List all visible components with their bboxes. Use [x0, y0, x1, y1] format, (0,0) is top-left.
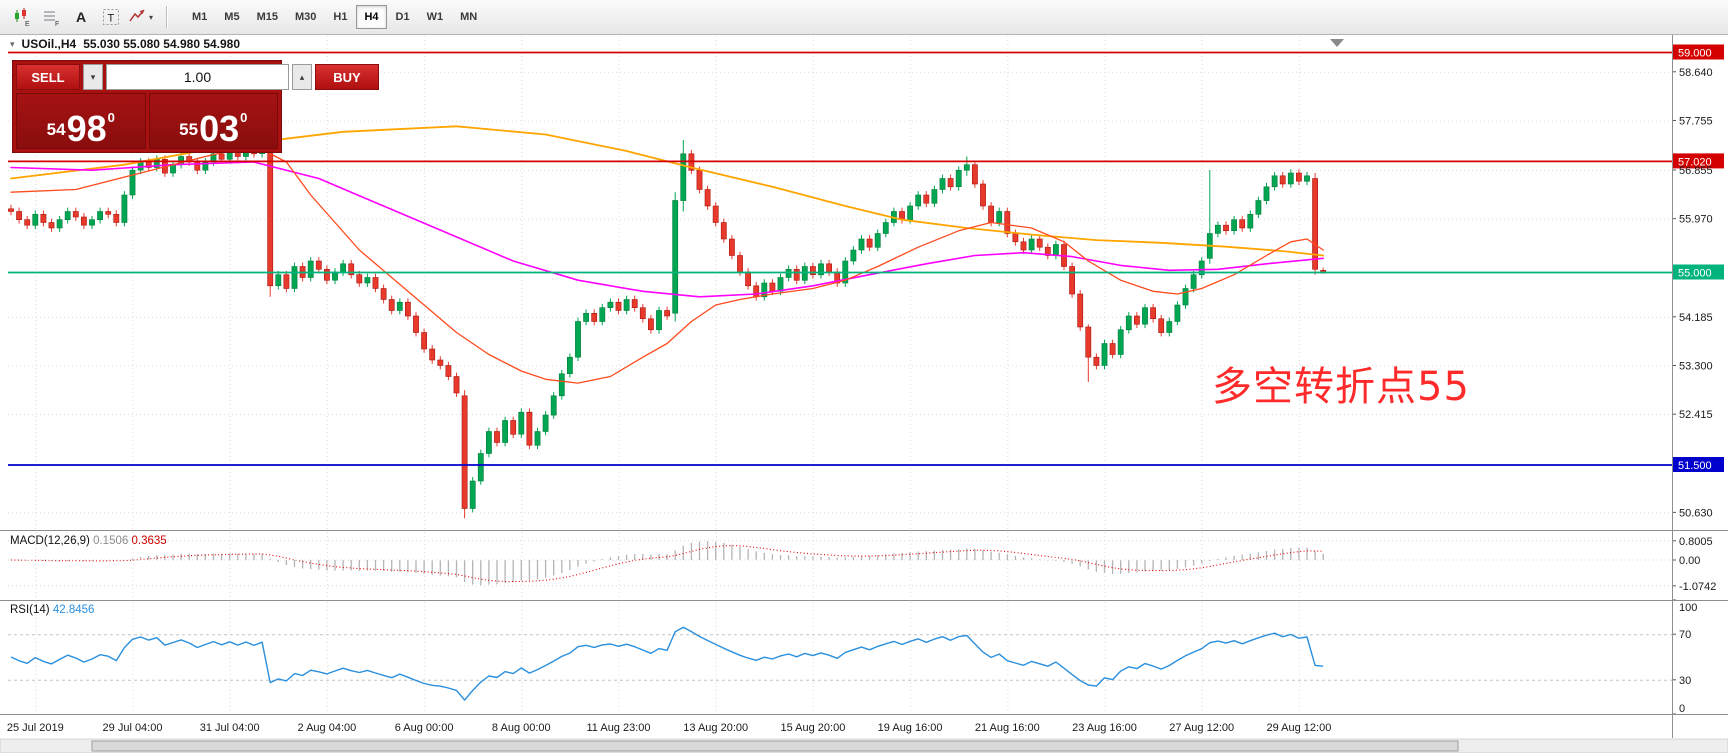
time-axis-label: 29 Aug 12:00	[1266, 722, 1331, 734]
volume-input[interactable]	[106, 64, 289, 90]
tf-button-m5[interactable]: M5	[216, 5, 247, 29]
rsi-axis-label: 70	[1679, 629, 1691, 641]
volume-up-icon[interactable]: ▴	[292, 64, 312, 90]
macd-main-value: 0.1506	[93, 535, 129, 547]
time-axis-label: 31 Jul 04:00	[200, 722, 260, 734]
time-axis-label: 27 Aug 12:00	[1169, 722, 1234, 734]
main-toolbar: E F A T ▾	[0, 0, 1728, 35]
one-click-collapse-icon[interactable]: ▾	[10, 38, 15, 49]
text-icon[interactable]: T	[96, 4, 125, 30]
macd-axis-label: -1.0742	[1679, 581, 1716, 593]
price-axis-tick-label: 56.855	[1679, 165, 1713, 177]
buy-price-int: 55	[179, 120, 199, 139]
time-axis-label: 6 Aug 00:00	[395, 722, 454, 734]
macd-axis-label: 0.00	[1679, 555, 1700, 567]
macd-label: MACD(12,26,9) 0.1506 0.3635	[10, 535, 167, 547]
svg-text:A: A	[76, 9, 86, 25]
price-line-label	[1673, 264, 1724, 280]
buy-button[interactable]: BUY	[315, 64, 379, 90]
price-axis-tick-label: 50.630	[1679, 507, 1713, 519]
tf-button-h4[interactable]: H4	[356, 5, 387, 29]
tf-button-mn[interactable]: MN	[452, 5, 485, 29]
svg-text:59.000: 59.000	[1678, 48, 1712, 60]
font-icon[interactable]: A	[66, 4, 95, 30]
price-axis-tick-label: 52.415	[1679, 409, 1713, 421]
macd-signal-value: 0.3635	[131, 535, 167, 547]
time-axis-label: 2 Aug 04:00	[298, 722, 357, 734]
price-line-label	[1673, 457, 1724, 472]
svg-text:F: F	[55, 21, 59, 27]
svg-text:E: E	[25, 21, 30, 27]
h-scrollbar-thumb[interactable]	[91, 740, 1459, 752]
time-axis-label: 11 Aug 23:00	[586, 722, 650, 734]
tf-button-m30[interactable]: M30	[287, 5, 324, 29]
macd-axis-label: 0.8005	[1679, 536, 1713, 548]
price-line-label	[1673, 44, 1724, 60]
trade-controls-row: SELL ▾ ▴ BUY	[16, 64, 379, 90]
volume-down-icon[interactable]: ▾	[83, 64, 103, 90]
time-axis-label: 15 Aug 20:00	[780, 722, 845, 734]
chart-icon[interactable]: E	[6, 4, 35, 30]
tf-button-w1[interactable]: W1	[419, 5, 452, 29]
buy-price-sup: 0	[240, 110, 248, 125]
price-axis-tick-label: 53.300	[1679, 361, 1713, 373]
rsi-axis-label: 30	[1679, 675, 1691, 687]
price-axis-tick-label: 58.640	[1679, 67, 1713, 79]
buy-price-tile[interactable]: 55 03 0	[148, 93, 278, 149]
tf-button-d1[interactable]: D1	[388, 5, 418, 29]
ma-medium-magenta	[10, 161, 1324, 298]
sell-price-int: 54	[46, 120, 66, 139]
tf-button-m15[interactable]: M15	[249, 5, 286, 29]
rsi-label: RSI(14) 42.8456	[10, 604, 95, 616]
buy-price-main: 03	[199, 108, 240, 149]
sell-price-main: 98	[66, 108, 107, 149]
ma-fast-red	[10, 144, 1324, 384]
rsi-line	[10, 626, 1324, 701]
grid-layer	[8, 36, 1672, 713]
grid-icon[interactable]: F	[36, 4, 65, 30]
symbol-timeframe-label: USOil.,H4	[21, 37, 77, 51]
sell-price-sup: 0	[107, 110, 115, 125]
autoscroll-marker-icon[interactable]	[1330, 39, 1344, 47]
ma-slow-orange	[10, 125, 1325, 257]
toolbar-separator	[166, 6, 167, 28]
time-axis-label: 13 Aug 20:00	[683, 722, 748, 734]
ohlc-values: 55.030 55.080 54.980 54.980	[83, 37, 241, 51]
time-axis-label: 25 Jul 2019	[7, 722, 64, 734]
time-axis-label: 23 Aug 16:00	[1072, 722, 1137, 734]
rsi-value: 42.8456	[52, 604, 95, 616]
rsi-axis-label: 0	[1679, 703, 1685, 715]
one-click-trading-panel: SELL ▾ ▴ BUY 54 98 0 55 03 0	[12, 60, 379, 153]
time-axis-label: 21 Aug 16:00	[975, 722, 1040, 734]
chart-title: ▾ USOil.,H4 55.030 55.080 54.980 54.980	[10, 37, 240, 51]
price-axis-tick-label: 55.970	[1679, 214, 1713, 226]
trade-prices-row: 54 98 0 55 03 0	[16, 93, 278, 149]
svg-text:51.500: 51.500	[1678, 460, 1712, 472]
price-axis-tick-label: 57.755	[1679, 115, 1713, 127]
time-axis-label: 8 Aug 00:00	[492, 722, 551, 734]
chart-annotation: 多空转折点55	[1212, 364, 1470, 410]
svg-text:T: T	[107, 13, 114, 25]
svg-text:57.020: 57.020	[1678, 156, 1712, 168]
sell-price-tile[interactable]: 54 98 0	[16, 93, 146, 149]
tf-button-h1[interactable]: H1	[325, 5, 355, 29]
indicators-icon[interactable]: ▾	[126, 4, 155, 30]
time-axis-label: 29 Jul 04:00	[103, 722, 163, 734]
tf-button-m1[interactable]: M1	[184, 5, 215, 29]
macd-layer: 0.8005 0.00 -1.0742	[8, 536, 1716, 593]
svg-text:55.000: 55.000	[1678, 268, 1712, 280]
price-line-label	[1673, 153, 1724, 169]
sell-button[interactable]: SELL	[16, 64, 80, 90]
timeframe-group: M1 M5 M15 M30 H1 H4 D1 W1 MN	[184, 5, 485, 29]
chevron-down-icon: ▾	[148, 12, 153, 22]
time-axis-label: 19 Aug 16:00	[878, 722, 943, 734]
rsi-axis-label: 100	[1679, 602, 1697, 614]
price-axis-tick-label: 54.185	[1679, 312, 1713, 324]
